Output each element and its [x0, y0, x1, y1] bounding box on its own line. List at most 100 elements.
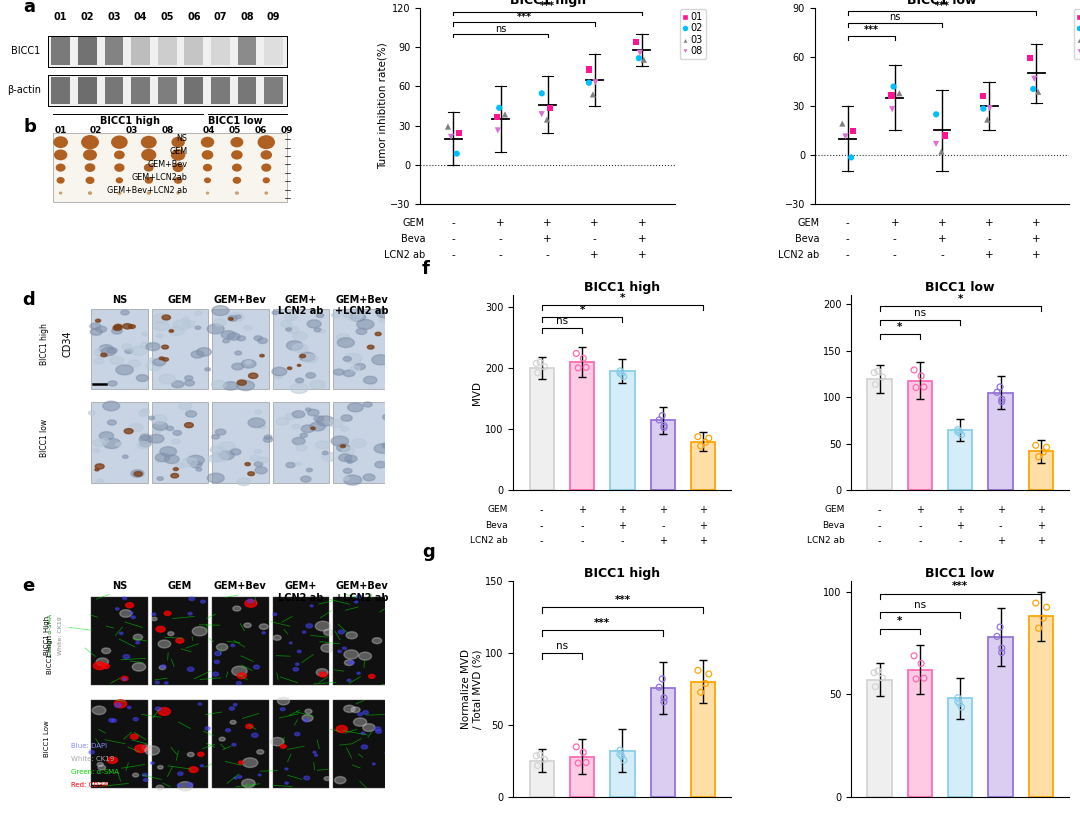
- Point: [928, 137, 945, 150]
- Circle shape: [363, 711, 368, 715]
- Circle shape: [207, 324, 225, 334]
- Bar: [988, 637, 1013, 797]
- Point: [627, 35, 645, 48]
- Circle shape: [343, 357, 351, 361]
- Circle shape: [301, 425, 314, 433]
- Point: [1025, 82, 1042, 95]
- Circle shape: [305, 709, 312, 714]
- Circle shape: [153, 422, 167, 430]
- Circle shape: [173, 164, 183, 172]
- Bar: [334, 700, 390, 788]
- Bar: [78, 76, 96, 104]
- Text: +: +: [637, 219, 646, 228]
- Text: -: -: [451, 250, 456, 260]
- Circle shape: [314, 416, 324, 422]
- Text: +: +: [916, 505, 923, 515]
- Point: [949, 425, 967, 438]
- Circle shape: [158, 640, 171, 648]
- Text: *: *: [897, 322, 903, 332]
- Circle shape: [120, 633, 123, 634]
- Y-axis label: Normalize MVD
/ Total MVD (%): Normalize MVD / Total MVD (%): [461, 649, 483, 729]
- Bar: [265, 37, 283, 65]
- Circle shape: [285, 413, 297, 420]
- Point: [656, 421, 673, 434]
- Bar: [948, 430, 972, 490]
- Circle shape: [231, 137, 243, 146]
- Circle shape: [90, 750, 94, 754]
- Circle shape: [57, 178, 64, 183]
- Circle shape: [353, 718, 367, 726]
- Circle shape: [163, 358, 168, 361]
- Circle shape: [95, 468, 99, 471]
- Circle shape: [86, 177, 94, 183]
- Circle shape: [363, 724, 375, 732]
- Bar: [49, 75, 287, 106]
- Circle shape: [157, 476, 163, 480]
- Text: GEM+Bev: GEM+Bev: [214, 295, 267, 305]
- Circle shape: [307, 320, 321, 328]
- Circle shape: [248, 373, 258, 378]
- Title: BICC1 high: BICC1 high: [584, 280, 661, 293]
- Bar: [691, 441, 715, 490]
- Circle shape: [103, 401, 120, 411]
- Circle shape: [172, 380, 184, 388]
- Circle shape: [343, 468, 352, 473]
- Circle shape: [382, 414, 394, 420]
- Circle shape: [232, 164, 241, 171]
- Circle shape: [296, 445, 307, 451]
- Circle shape: [376, 729, 381, 733]
- Circle shape: [347, 460, 352, 463]
- Circle shape: [107, 420, 117, 425]
- Text: GEM+Bev+LCN2 ab: GEM+Bev+LCN2 ab: [107, 186, 188, 195]
- Bar: [691, 441, 715, 490]
- Point: [1035, 446, 1052, 459]
- Text: -: -: [878, 505, 881, 515]
- Circle shape: [341, 415, 352, 421]
- Circle shape: [361, 732, 365, 734]
- Circle shape: [235, 192, 239, 194]
- Circle shape: [192, 627, 207, 636]
- Bar: [908, 670, 932, 797]
- Circle shape: [310, 605, 313, 606]
- Text: 05: 05: [229, 125, 241, 134]
- Circle shape: [262, 632, 266, 634]
- Point: [697, 677, 714, 690]
- Point: [1027, 597, 1044, 610]
- Text: Beva: Beva: [485, 521, 508, 530]
- Y-axis label: MVD: MVD: [472, 380, 483, 405]
- Circle shape: [322, 451, 328, 454]
- Circle shape: [195, 326, 201, 329]
- Circle shape: [202, 151, 213, 159]
- Text: GEM: GEM: [797, 219, 820, 228]
- Circle shape: [238, 380, 246, 385]
- Circle shape: [111, 719, 117, 722]
- Circle shape: [189, 597, 194, 601]
- Text: 01: 01: [54, 12, 67, 22]
- Point: [692, 686, 710, 699]
- Point: [994, 393, 1011, 406]
- Point: [907, 672, 924, 685]
- Point: [568, 347, 585, 360]
- Circle shape: [212, 380, 226, 389]
- Text: 04: 04: [203, 125, 215, 134]
- Circle shape: [234, 351, 242, 355]
- Bar: [49, 75, 287, 106]
- Circle shape: [255, 450, 261, 454]
- Circle shape: [230, 449, 241, 455]
- Circle shape: [203, 164, 212, 171]
- Circle shape: [184, 317, 189, 320]
- Circle shape: [89, 192, 92, 194]
- Circle shape: [212, 452, 228, 462]
- Circle shape: [156, 626, 165, 632]
- Circle shape: [160, 446, 176, 456]
- Circle shape: [173, 467, 178, 471]
- Text: β-actin: β-actin: [6, 85, 41, 95]
- Text: ns: ns: [556, 641, 568, 650]
- Circle shape: [295, 733, 300, 736]
- Circle shape: [321, 644, 334, 652]
- Circle shape: [232, 151, 242, 159]
- Text: GEM+LCN2ab: GEM+LCN2ab: [132, 173, 188, 182]
- Circle shape: [289, 642, 292, 644]
- Circle shape: [212, 306, 229, 315]
- Circle shape: [157, 334, 163, 337]
